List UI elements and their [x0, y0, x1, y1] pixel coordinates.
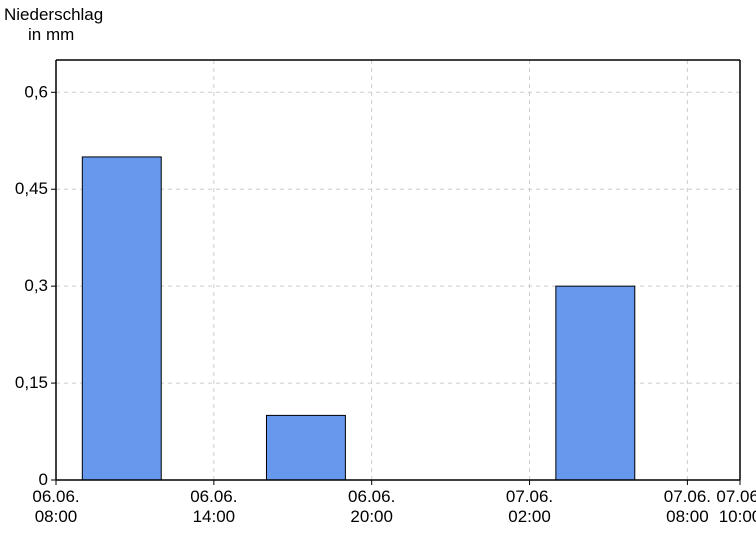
precipitation-chart: Niederschlagin mm00,150,30,450,606.06.08… [0, 0, 756, 546]
x-tick-label-time: 20:00 [350, 507, 393, 526]
x-tick-label-date: 07.06. [506, 487, 553, 506]
bar [266, 415, 345, 480]
y-tick-label: 0,45 [15, 179, 48, 198]
x-tick-label-date: 06.06. [190, 487, 237, 506]
x-tick-label-time: 14:00 [193, 507, 236, 526]
y-axis-title-line2: in mm [28, 25, 74, 44]
bar [556, 286, 635, 480]
x-tick-label-date: 07.06. [716, 487, 756, 506]
x-tick-label-date: 06.06. [348, 487, 395, 506]
x-tick-label-time: 08:00 [666, 507, 709, 526]
x-tick-label-time: 08:00 [35, 507, 78, 526]
y-tick-label: 0,3 [24, 276, 48, 295]
x-tick-label-time: 10:00 [719, 507, 756, 526]
x-tick-label-date: 06.06. [32, 487, 79, 506]
x-tick-label-date: 07.06. [664, 487, 711, 506]
y-tick-label: 0,6 [24, 82, 48, 101]
x-tick-label-time: 02:00 [508, 507, 551, 526]
bar [82, 157, 161, 480]
y-axis-title-line1: Niederschlag [4, 5, 103, 24]
y-tick-label: 0,15 [15, 373, 48, 392]
